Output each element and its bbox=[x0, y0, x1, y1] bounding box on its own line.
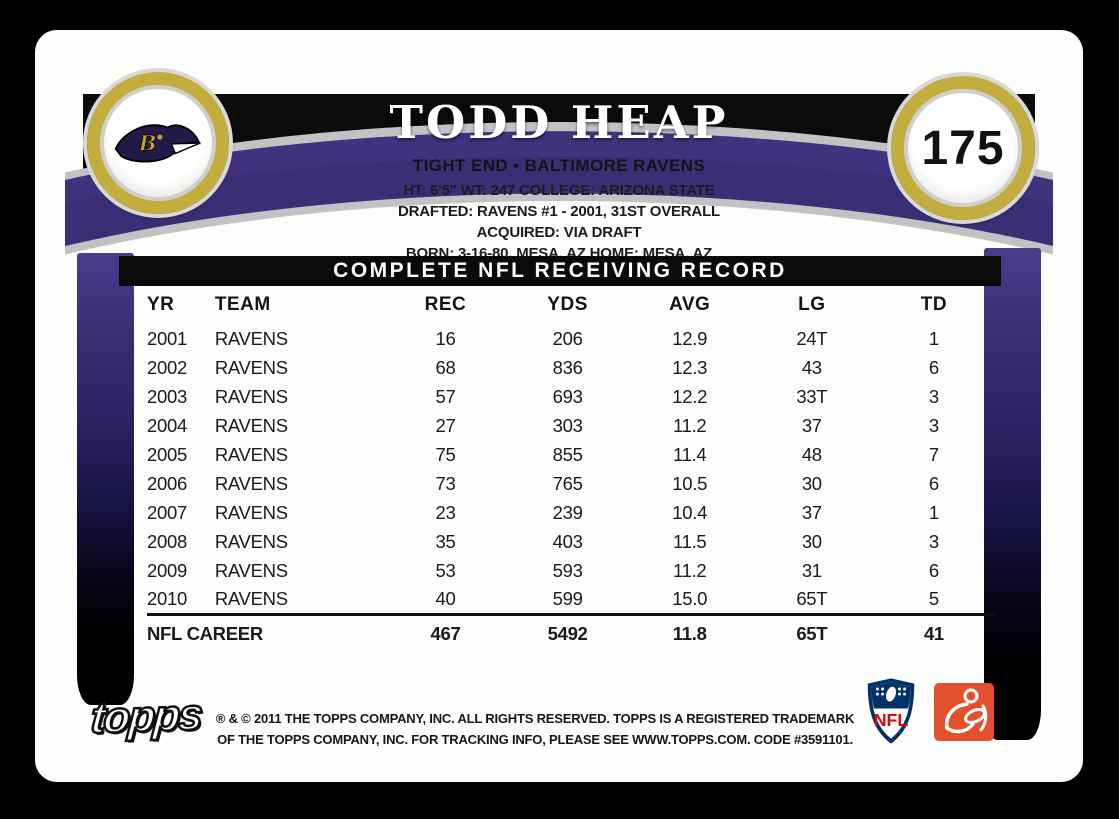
copyright-line-2: OF THE TOPPS COMPANY, INC. FOR TRACKING … bbox=[217, 732, 853, 747]
column-header: LG bbox=[798, 294, 826, 315]
header-ribbon bbox=[65, 94, 1053, 255]
bio-line: DRAFTED: RAVENS #1 - 2001, 31ST OVERALL bbox=[398, 203, 720, 220]
stats-row: 2001 RAVENS 16 206 12.9 24T 1 bbox=[147, 327, 939, 349]
stats-row: 2008 RAVENS 35 403 11.5 30 3 bbox=[147, 530, 939, 552]
purple-band-shade bbox=[65, 131, 1053, 203]
stats-title: COMPLETE NFL RECEIVING RECORD bbox=[119, 256, 1001, 286]
column-header: TD bbox=[920, 294, 948, 315]
stats-row: 2004 RAVENS 27 303 11.2 37 3 bbox=[147, 414, 939, 436]
svg-text:B: B bbox=[138, 131, 157, 156]
trading-card-back: TODD HEAP B 175 TIGHT END • BALTIMORE RA… bbox=[35, 30, 1083, 782]
bio-line: ACQUIRED: VIA DRAFT bbox=[476, 224, 642, 241]
card-number: 175 bbox=[921, 121, 1005, 175]
topps-logo: topps bbox=[88, 689, 204, 744]
copyright-text: ® & © 2011 THE TOPPS COMPANY, INC. ALL R… bbox=[195, 708, 875, 750]
column-header: YDS bbox=[547, 294, 588, 315]
stats-row: 2009 RAVENS 53 593 11.2 31 6 bbox=[147, 559, 939, 581]
team-logo-badge: B bbox=[87, 72, 229, 214]
right-gradient-column bbox=[984, 248, 1041, 740]
career-label: NFL CAREER bbox=[147, 612, 385, 646]
player-name: TODD HEAP bbox=[389, 96, 729, 149]
svg-text:NFL: NFL bbox=[874, 710, 909, 730]
column-header: REC bbox=[424, 294, 467, 315]
column-header: YR bbox=[147, 294, 175, 315]
stats-row: 2007 RAVENS 23 239 10.4 37 1 bbox=[147, 501, 939, 523]
nflpa-logo bbox=[933, 682, 995, 742]
stats-row: 2006 RAVENS 73 765 10.5 30 6 bbox=[147, 472, 939, 494]
column-header: AVG bbox=[669, 294, 711, 315]
nfl-shield-logo: NFL bbox=[865, 678, 917, 744]
left-gradient-column bbox=[77, 253, 134, 705]
bio-line: HT: 6'5" WT: 247 COLLEGE: ARIZONA STATE bbox=[403, 182, 715, 199]
stats-row: 2010 RAVENS 40 599 15.0 65T 5 bbox=[147, 587, 939, 609]
stats-row: 2002 RAVENS 68 836 12.3 43 6 bbox=[147, 356, 939, 378]
baltimore-ravens-logo: B bbox=[114, 124, 201, 163]
position-team: TIGHT END • BALTIMORE RAVENS bbox=[412, 156, 706, 175]
stats-header-row: YR TEAM REC YDS AVG LG TD bbox=[147, 292, 995, 324]
stats-table: YR TEAM REC YDS AVG LG TD 2001 RAVENS 16 206 12.9 2… bbox=[147, 292, 995, 646]
card-number-badge: 175 bbox=[891, 76, 1035, 220]
stats-row: 2003 RAVENS 57 693 12.2 33T 3 bbox=[147, 385, 939, 407]
career-totals-row: NFL CAREER 467 5492 11.8 65T 41 bbox=[147, 612, 995, 646]
copyright-line-1: ® & © 2011 THE TOPPS COMPANY, INC. ALL R… bbox=[215, 711, 855, 726]
column-header: TEAM bbox=[214, 294, 271, 315]
stats-row: 2005 RAVENS 75 855 11.4 48 7 bbox=[147, 443, 939, 465]
